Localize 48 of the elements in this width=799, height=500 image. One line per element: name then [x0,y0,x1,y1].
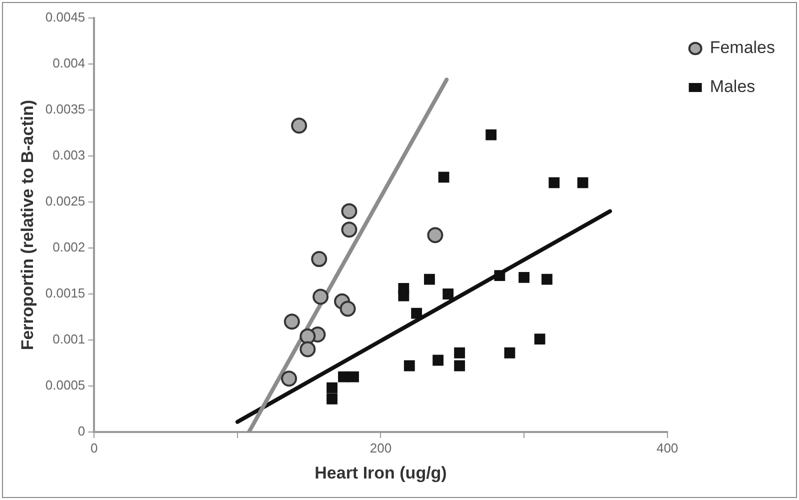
point [494,270,506,282]
point [291,118,308,134]
y-tick-label: 0.004 [52,56,86,71]
point [442,288,454,300]
y-tick-label: 0.0035 [45,102,86,117]
legend-label: Females [710,38,775,58]
x-tick-label: 0 [90,440,98,456]
point [432,354,444,366]
y-tick-label: 0.002 [52,240,86,255]
x-axis-title: Heart Iron (ug/g) [314,463,447,482]
y-tick-label: 0.0015 [45,286,86,301]
point [534,334,546,345]
y-tick-label: 0.0025 [45,194,86,209]
point [542,274,552,285]
point [548,177,560,188]
point [486,129,497,140]
point [300,328,316,344]
point [518,272,530,283]
point [438,172,450,183]
point [284,314,300,330]
point [326,382,338,394]
point [311,251,328,268]
point [341,222,358,238]
point [398,290,410,302]
x-tick-label: 400 [656,440,678,456]
y-tick-label: 0.003 [52,148,86,163]
point [312,288,329,305]
y-axis-title: Ferroportin (relative to B-actin) [18,100,37,350]
point [504,347,516,358]
x-tick-label: 200 [370,440,392,456]
point [281,370,298,387]
y-tick-label: 0 [78,424,86,439]
point [454,347,465,358]
point [404,360,415,372]
point [348,371,359,382]
point [424,274,435,285]
point [454,360,465,372]
y-tick-label: 0.0005 [45,378,86,393]
point [341,203,358,220]
point [300,341,316,358]
point [326,393,338,404]
point [411,308,422,319]
point [577,177,588,188]
point [427,227,444,244]
legend-label: Males [710,77,756,96]
point [340,300,356,317]
y-tick-label: 0.001 [52,332,86,347]
y-tick-label: 0.0045 [45,10,86,25]
